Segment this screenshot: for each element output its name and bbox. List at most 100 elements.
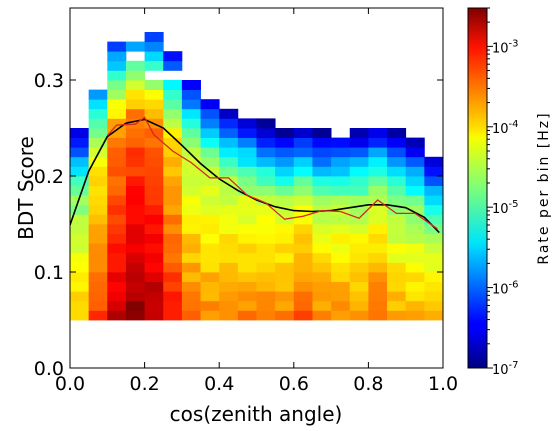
- heatmap-cell: [181, 195, 201, 206]
- heatmap-cell: [144, 51, 164, 62]
- heatmap-cell: [125, 80, 145, 90]
- heatmap-cell: [88, 185, 108, 196]
- heatmap-cell: [144, 80, 164, 90]
- heatmap-cell: [107, 128, 127, 138]
- heatmap-cell: [424, 185, 443, 196]
- heatmap-cell: [405, 137, 425, 148]
- heatmap-cell: [125, 99, 145, 110]
- heatmap-cell: [312, 243, 332, 254]
- heatmap-cell: [200, 118, 220, 129]
- heatmap-cell: [293, 137, 313, 148]
- heatmap-cell: [312, 185, 332, 196]
- heatmap-cell: [181, 281, 201, 292]
- heatmap-cell: [237, 176, 257, 186]
- heatmap-cell: [144, 310, 164, 321]
- heatmap-cell: [88, 252, 108, 263]
- heatmap-cell: [237, 281, 257, 292]
- heatmap-cell: [405, 262, 425, 273]
- heatmap-cell: [275, 233, 295, 244]
- heatmap-cell: [424, 156, 443, 167]
- heatmap-cell: [331, 281, 351, 292]
- heatmap-cell: [200, 291, 220, 302]
- heatmap-cell: [237, 224, 257, 234]
- heatmap-cell: [368, 252, 388, 263]
- heatmap-cell: [405, 195, 425, 206]
- heatmap-cell: [219, 166, 239, 177]
- heatmap-cell: [144, 32, 164, 42]
- heatmap-cell: [219, 118, 239, 129]
- heatmap-cell: [331, 272, 351, 282]
- heatmap-cell: [256, 166, 276, 177]
- heatmap-cell: [200, 147, 220, 158]
- heatmap-cell: [181, 291, 201, 302]
- heatmap-cell: [219, 195, 239, 206]
- heatmap-cell: [163, 272, 183, 282]
- heatmap-cell: [125, 128, 145, 138]
- heatmap-cell: [256, 128, 276, 138]
- heatmap-cell: [181, 99, 201, 110]
- heatmap-cell: [368, 262, 388, 273]
- heatmap-cell: [293, 185, 313, 196]
- heatmap-cell: [181, 80, 201, 90]
- colorbar-gradient: [467, 7, 488, 369]
- heatmap-cell: [181, 233, 201, 244]
- heatmap-cell: [200, 156, 220, 167]
- heatmap-cell: [70, 281, 90, 292]
- heatmap-cell: [405, 147, 425, 158]
- heatmap-cell: [200, 128, 220, 138]
- heatmap-cell: [107, 252, 127, 263]
- heatmap-cell: [107, 204, 127, 215]
- heatmap-cell: [349, 214, 369, 225]
- heatmap-cell: [256, 147, 276, 158]
- heatmap-cell: [237, 272, 257, 282]
- heatmap-cell: [256, 252, 276, 263]
- heatmap-cell: [163, 185, 183, 196]
- heatmap-cell: [256, 262, 276, 273]
- heatmap-cell: [125, 300, 145, 311]
- heatmap-cell: [275, 300, 295, 311]
- heatmap-cell: [125, 60, 145, 71]
- heatmap-cell: [107, 300, 127, 311]
- heatmap-cell: [200, 195, 220, 206]
- heatmap-cell: [349, 272, 369, 282]
- heatmap-cell: [88, 224, 108, 234]
- heatmap-cell: [163, 243, 183, 254]
- heatmap-cell: [256, 118, 276, 129]
- heatmap-cell: [88, 233, 108, 244]
- heatmap-cell: [405, 233, 425, 244]
- heatmap-cell: [387, 233, 407, 244]
- heatmap-cell: [107, 41, 127, 52]
- heatmap-cell: [70, 147, 90, 158]
- heatmap-cell: [144, 272, 164, 282]
- heatmap-cell: [107, 60, 127, 71]
- heatmap-cell: [275, 147, 295, 158]
- heatmap-cell: [237, 156, 257, 167]
- heatmap-cell: [144, 224, 164, 234]
- heatmap-cell: [387, 243, 407, 254]
- heatmap-cell: [349, 137, 369, 148]
- heatmap-cell: [163, 108, 183, 119]
- heatmap-cell: [312, 224, 332, 234]
- heatmap-cell: [424, 291, 443, 302]
- heatmap-cell: [144, 204, 164, 215]
- heatmap-cell: [405, 156, 425, 167]
- heatmap-cell: [181, 243, 201, 254]
- heatmap-cell: [368, 272, 388, 282]
- heatmap-cell: [312, 262, 332, 273]
- heatmap-cell: [293, 281, 313, 292]
- heatmap-cell: [219, 204, 239, 215]
- heatmap-cell: [349, 233, 369, 244]
- heatmap-cell: [181, 262, 201, 273]
- x-axis-title: cos(zenith angle): [170, 402, 343, 426]
- heatmap-cell: [331, 176, 351, 186]
- heatmap-cell: [405, 300, 425, 311]
- heatmap-cell: [293, 214, 313, 225]
- heatmap-cell: [200, 243, 220, 254]
- x-tick-label: 0.4: [204, 373, 234, 395]
- heatmap-cell: [237, 252, 257, 263]
- heatmap-cell: [331, 233, 351, 244]
- heatmap-cell: [219, 137, 239, 148]
- heatmap-cell: [349, 252, 369, 263]
- heatmap-cell: [144, 166, 164, 177]
- heatmap-cell: [107, 108, 127, 119]
